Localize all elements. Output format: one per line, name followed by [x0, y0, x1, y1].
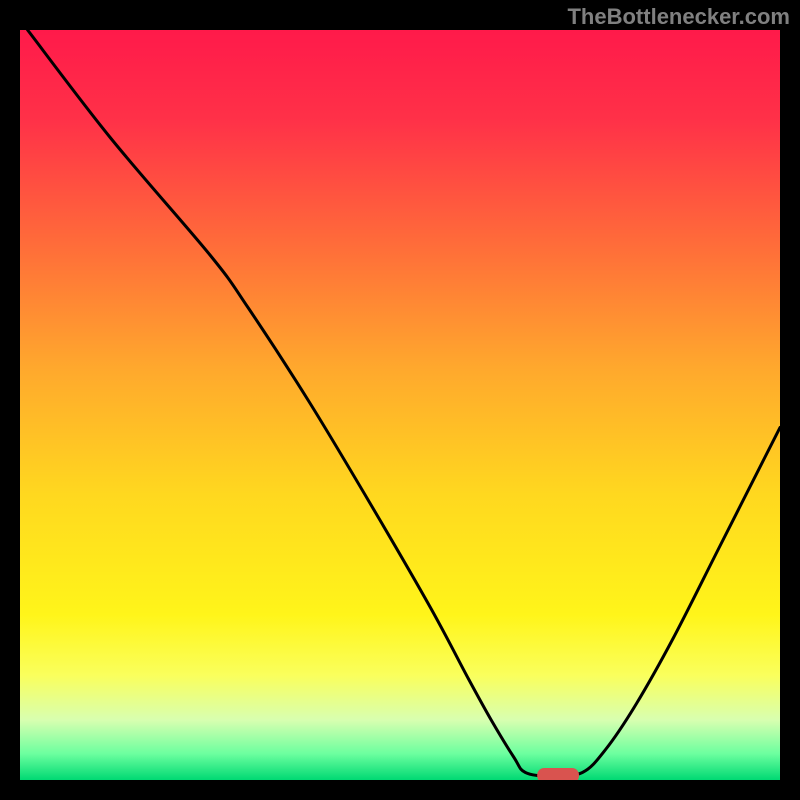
optimal-marker: [537, 768, 579, 780]
bottleneck-chart-svg: [20, 30, 780, 780]
plot-area: [20, 30, 780, 780]
chart-container: TheBottlenecker.com: [0, 0, 800, 800]
watermark-text: TheBottlenecker.com: [567, 4, 790, 30]
gradient-background: [20, 30, 780, 780]
